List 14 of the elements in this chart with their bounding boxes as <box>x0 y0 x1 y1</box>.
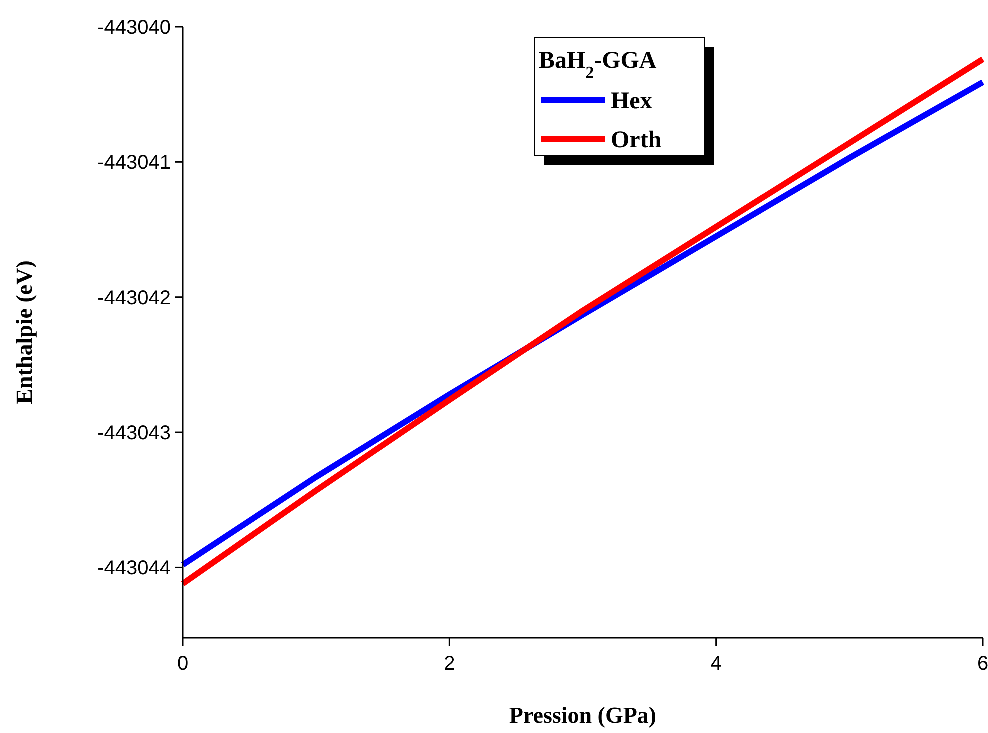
y-tick-label: -443043 <box>98 422 171 445</box>
x-tick-label: 6 <box>977 653 988 675</box>
y-tick-label: -443040 <box>98 17 171 39</box>
x-tick-label: 0 <box>177 653 189 675</box>
legend-label: Orth <box>611 127 662 154</box>
legend-label: Hex <box>611 88 652 114</box>
y-tick-label: -443044 <box>98 558 171 580</box>
legend-title: BaH$_{2}$-GGA <box>539 48 658 82</box>
y-tick-label: -443042 <box>98 287 171 310</box>
y-axis-title: Enthalpie (eV) <box>12 260 37 404</box>
x-axis-title: Pression (GPa) <box>509 703 657 728</box>
x-tick-label: 4 <box>710 653 722 675</box>
x-tick-label: 2 <box>444 653 456 675</box>
y-tick-label: -443041 <box>98 152 171 174</box>
